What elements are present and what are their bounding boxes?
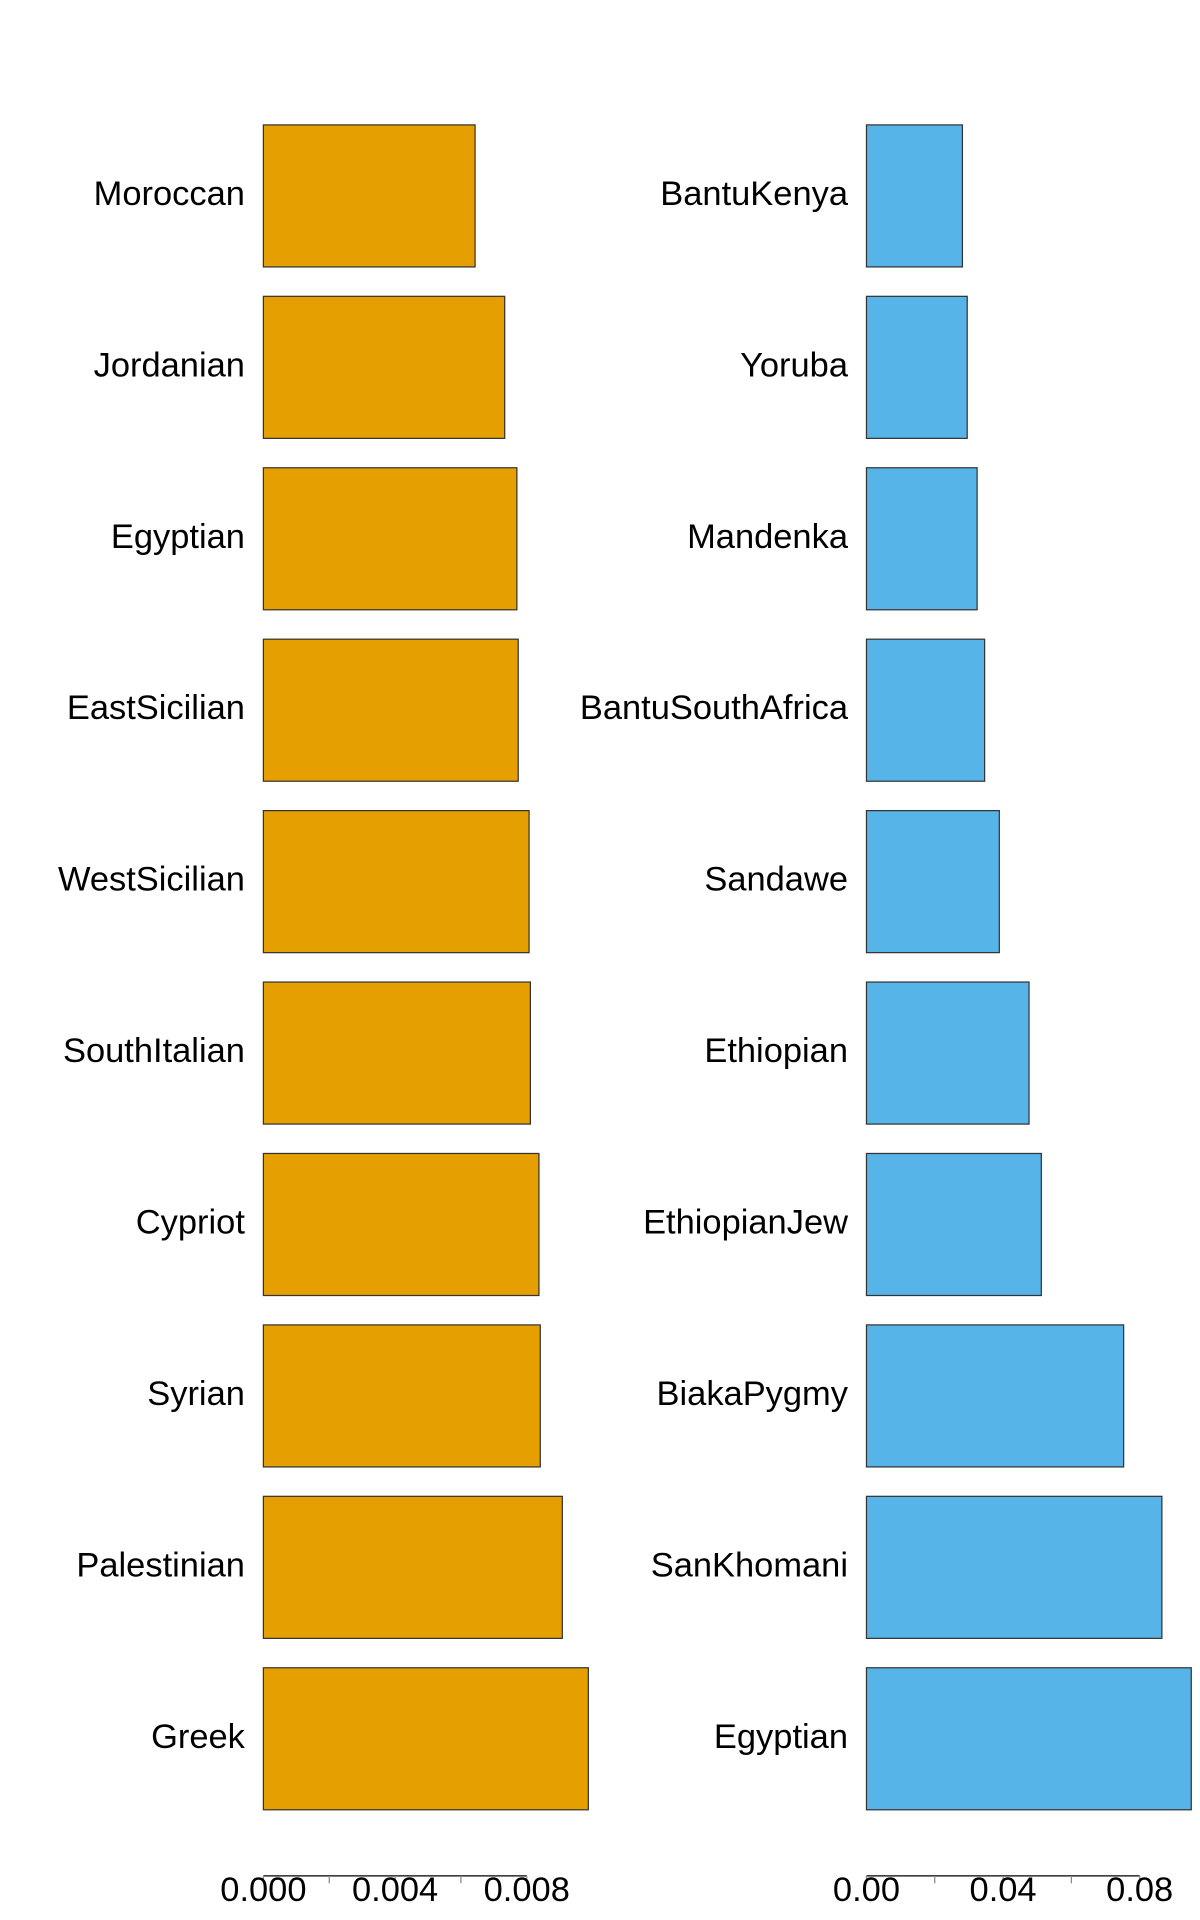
category-label: WestSicilian xyxy=(58,861,245,899)
bar xyxy=(865,1667,1192,1811)
category-label: Greek xyxy=(151,1718,246,1756)
x-tick-label: 0.08 xyxy=(1106,1871,1173,1909)
category-label: BantuKenya xyxy=(660,175,849,213)
category-label: Jordanian xyxy=(94,346,245,384)
category-label: Egyptian xyxy=(714,1718,848,1756)
category-label: Mandenka xyxy=(687,518,849,556)
bar xyxy=(865,1495,1163,1639)
bar xyxy=(865,981,1030,1125)
bar xyxy=(262,1667,589,1811)
bar xyxy=(262,124,476,268)
category-label: Yoruba xyxy=(740,346,849,384)
x-tick-label: 0.000 xyxy=(220,1871,306,1909)
bar xyxy=(262,295,506,439)
category-label: EthiopianJew xyxy=(643,1204,848,1242)
bar xyxy=(262,981,532,1125)
bar xyxy=(865,1324,1125,1468)
category-label: SanKhomani xyxy=(651,1546,848,1584)
category-label: EastSicilian xyxy=(67,689,245,727)
bar xyxy=(865,810,1000,954)
category-label: Sandawe xyxy=(704,861,848,899)
category-label: Egyptian xyxy=(111,518,245,556)
category-label: Syrian xyxy=(147,1375,245,1413)
category-label: Palestinian xyxy=(76,1546,245,1584)
bar xyxy=(262,1495,563,1639)
category-label: BiakaPygmy xyxy=(657,1375,849,1413)
x-tick-label: 0.004 xyxy=(352,1871,438,1909)
x-tick-label: 0.00 xyxy=(833,1871,900,1909)
bar xyxy=(262,810,530,954)
bar xyxy=(262,467,518,611)
category-label: BantuSouthAfrica xyxy=(580,689,849,727)
bar xyxy=(865,638,986,782)
x-tick-label: 0.008 xyxy=(484,1871,570,1909)
bar xyxy=(262,638,519,782)
bar xyxy=(262,1324,541,1468)
category-label: Cypriot xyxy=(136,1204,246,1242)
category-label: Moroccan xyxy=(94,175,245,213)
category-label: SouthItalian xyxy=(63,1032,245,1070)
x-tick-label: 0.04 xyxy=(970,1871,1037,1909)
bar xyxy=(865,467,978,611)
bar xyxy=(262,1152,540,1297)
bar xyxy=(865,124,964,268)
bar xyxy=(865,295,968,439)
category-label: Ethiopian xyxy=(704,1032,848,1070)
bar xyxy=(865,1152,1042,1297)
